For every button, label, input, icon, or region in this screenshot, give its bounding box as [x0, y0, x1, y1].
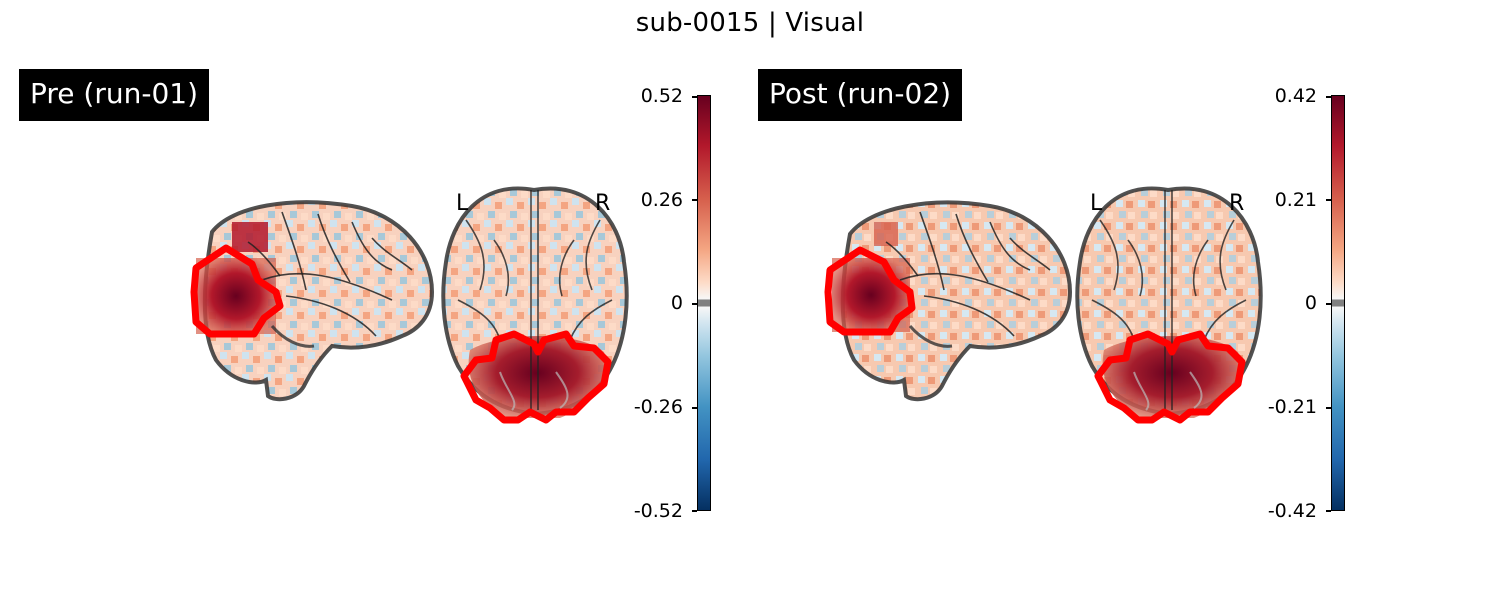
right-hemisphere-marker: R	[595, 191, 611, 216]
sagittal-view	[824, 200, 1073, 402]
colorbar-tick-label: -0.42	[1267, 500, 1317, 522]
figure-title: sub-0015 | Visual	[635, 8, 865, 38]
panel-label: Post (run-02)	[758, 69, 963, 121]
glass-brain-post	[824, 186, 1263, 424]
colorbar-tick-mark	[1326, 199, 1331, 201]
axial-view	[441, 186, 629, 424]
colorbar	[697, 95, 711, 511]
colorbar-tick-label: 0.52	[640, 85, 683, 107]
colorbar-tick-mark	[1326, 96, 1331, 98]
colorbar-tick-label: 0	[670, 292, 683, 314]
colorbar-tick-mark	[1326, 510, 1331, 512]
colorbar-tick-mark	[692, 96, 697, 98]
colorbar-tick-label: 0	[1304, 292, 1317, 314]
panel-label: Pre (run-01)	[19, 69, 209, 121]
right-hemisphere-marker: R	[1229, 191, 1245, 216]
colorbar-tick-label: -0.52	[633, 500, 683, 522]
colorbar-tick-mark	[692, 510, 697, 512]
colorbar-tick-label: -0.21	[1267, 396, 1317, 418]
colorbar-tick-mark	[692, 407, 697, 409]
left-hemisphere-marker: L	[1090, 191, 1103, 216]
colorbar-tick-label: 0.21	[1274, 189, 1317, 211]
left-hemisphere-marker: L	[456, 191, 469, 216]
sagittal-view	[190, 200, 435, 402]
colorbar-tick-mark	[1326, 303, 1331, 305]
colorbar-tick-label: 0.42	[1274, 85, 1317, 107]
colorbar-tick-mark	[692, 303, 697, 305]
panel-post: Post (run-02)	[740, 0, 1480, 600]
colorbar-tick-mark	[692, 199, 697, 201]
panel-pre: Pre (run-01)	[0, 0, 740, 600]
colorbar	[1331, 95, 1345, 511]
colorbar-tick-mark	[1326, 407, 1331, 409]
glass-brain-pre	[190, 186, 629, 424]
colorbar-tick-label: -0.26	[633, 396, 683, 418]
axial-view	[1075, 186, 1263, 424]
colorbar-tick-label: 0.26	[640, 189, 683, 211]
